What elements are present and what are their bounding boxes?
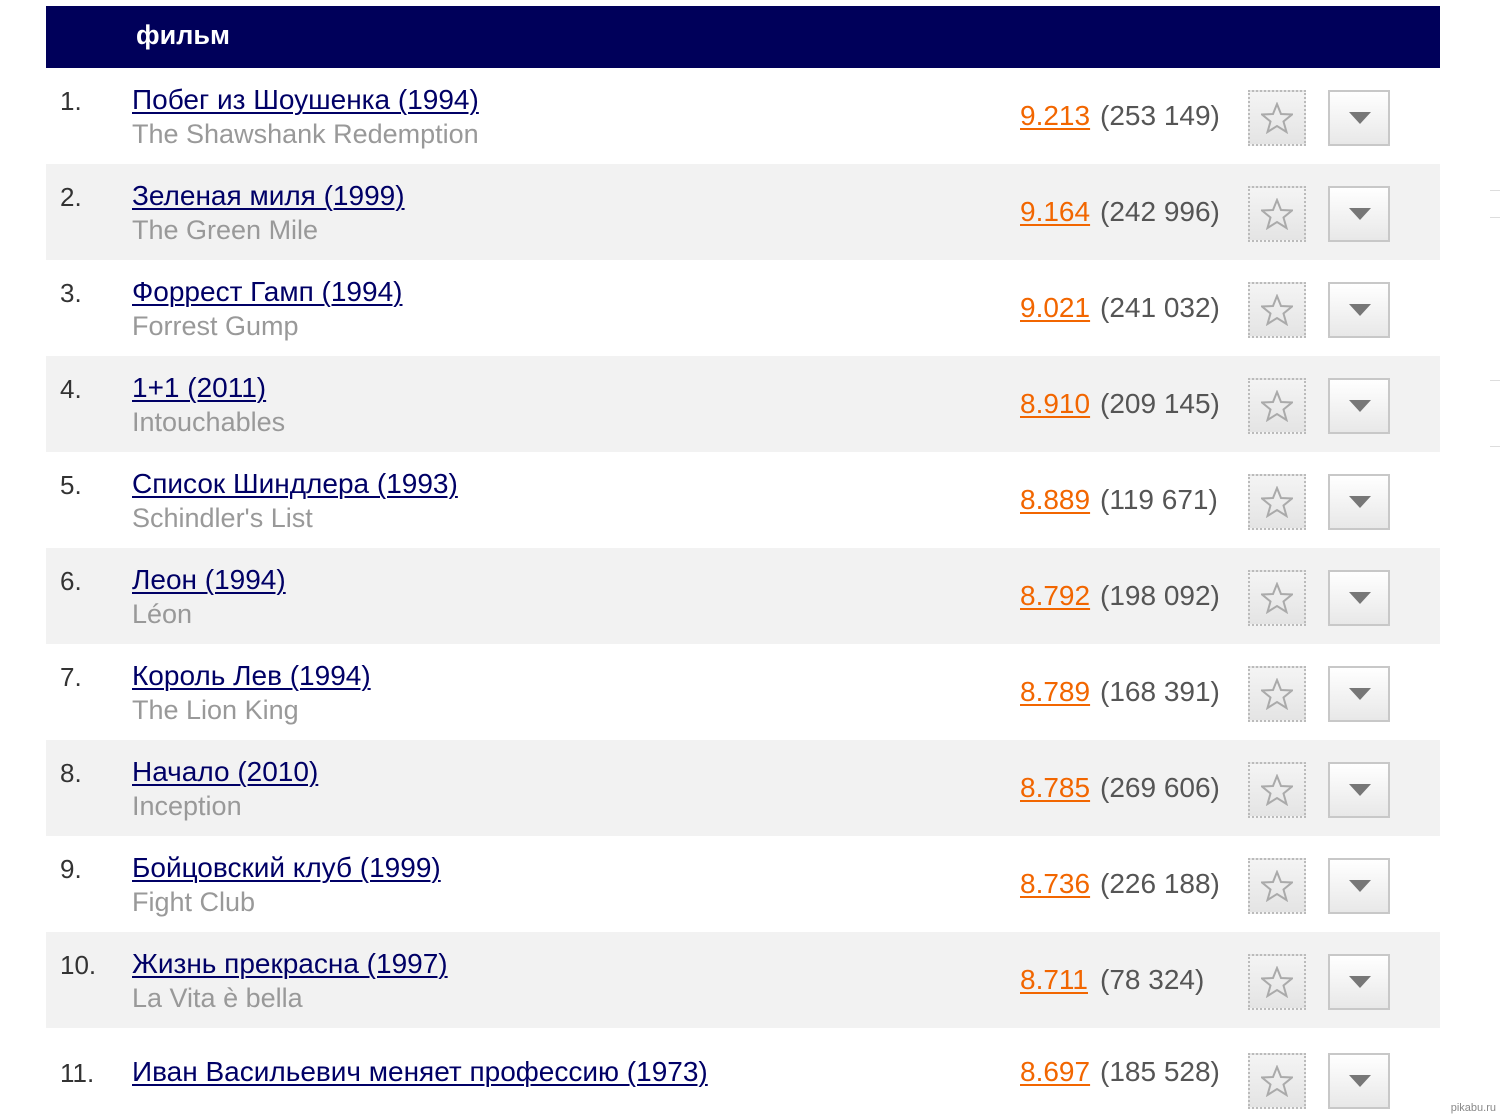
rating-link[interactable]: 8.789 — [1020, 676, 1091, 707]
options-dropdown-button[interactable] — [1328, 570, 1390, 626]
vote-count: (226 188) — [1100, 868, 1220, 899]
table-row: 1. Побег из Шоушенка (1994) The Shawshank … — [46, 68, 1440, 164]
favorite-button[interactable] — [1248, 90, 1306, 146]
original-title: La Vita è bella — [132, 983, 303, 1013]
table-row: 4. 1+1 (2011) Intouchables 8.910 (209 145) — [46, 356, 1440, 452]
movie-title-link[interactable]: Жизнь прекрасна (1997) — [132, 948, 448, 979]
watermark: pikabu.ru — [1450, 1102, 1496, 1114]
movie-title-link[interactable]: Побег из Шоушенка (1994) — [132, 84, 479, 115]
table-row: 3. Форрест Гамп (1994) Forrest Gump 9.021 (2… — [46, 260, 1440, 356]
table-row: 10. Жизнь прекрасна (1997) La Vita è bella… — [46, 932, 1440, 1028]
rating-link[interactable]: 9.021 — [1020, 292, 1091, 323]
options-dropdown-button[interactable] — [1328, 474, 1390, 530]
table-row: 5. Список Шиндлера (1993) Schindler's List… — [46, 452, 1440, 548]
favorite-button[interactable] — [1248, 570, 1306, 626]
favorite-button[interactable] — [1248, 762, 1306, 818]
movie-list: 1. Побег из Шоушенка (1994) The Shawshank … — [46, 68, 1440, 1118]
movie-title-link[interactable]: Форрест Гамп (1994) — [132, 276, 403, 307]
movie-title-link[interactable]: Бойцовский клуб (1999) — [132, 852, 441, 883]
original-title: Intouchables — [132, 407, 286, 437]
vote-count: (269 606) — [1100, 772, 1220, 803]
rating-link[interactable]: 8.910 — [1020, 388, 1091, 419]
options-dropdown-button[interactable] — [1328, 858, 1390, 914]
movie-title-link[interactable]: 1+1 (2011) — [132, 372, 267, 403]
favorite-button[interactable] — [1248, 666, 1306, 722]
page-edge-line — [1490, 217, 1500, 218]
options-dropdown-button[interactable] — [1328, 282, 1390, 338]
rating-link[interactable]: 8.785 — [1020, 772, 1091, 803]
favorite-button[interactable] — [1248, 954, 1306, 1010]
table-header: фильм — [46, 6, 1440, 68]
original-title: The Lion King — [132, 695, 299, 725]
favorite-button[interactable] — [1248, 474, 1306, 530]
favorite-button[interactable] — [1248, 1053, 1306, 1109]
rating-link[interactable]: 9.213 — [1020, 100, 1091, 131]
rating-link[interactable]: 8.792 — [1020, 580, 1091, 611]
options-dropdown-button[interactable] — [1328, 90, 1390, 146]
rank-number: 10. — [60, 950, 97, 980]
original-title: Fight Club — [132, 887, 256, 917]
vote-count: (119 671) — [1100, 484, 1218, 515]
table-row: 8. Начало (2010) Inception 8.785 (269 606) — [46, 740, 1440, 836]
movie-title-link[interactable]: Леон (1994) — [132, 564, 286, 595]
rank-number: 9. — [60, 854, 82, 884]
table-row: 9. Бойцовский клуб (1999) Fight Club 8.736 (… — [46, 836, 1440, 932]
table-row: 11. Иван Васильевич меняет профессию (197… — [46, 1028, 1440, 1118]
favorite-button[interactable] — [1248, 378, 1306, 434]
rank-number: 11. — [60, 1058, 95, 1088]
vote-count: (241 032) — [1100, 292, 1220, 323]
rank-number: 5. — [60, 470, 82, 500]
options-dropdown-button[interactable] — [1328, 762, 1390, 818]
rating-link[interactable]: 8.697 — [1020, 1056, 1091, 1087]
movie-title-link[interactable]: Список Шиндлера (1993) — [132, 468, 458, 499]
options-dropdown-button[interactable] — [1328, 378, 1390, 434]
movie-title-link[interactable]: Зеленая миля (1999) — [132, 180, 405, 211]
rating-link[interactable]: 8.889 — [1020, 484, 1091, 515]
rank-number: 7. — [60, 662, 82, 692]
original-title: Inception — [132, 791, 242, 821]
vote-count: (185 528) — [1100, 1056, 1220, 1087]
table-row: 6. Леон (1994) Léon 8.792 (198 092) — [46, 548, 1440, 644]
rank-number: 1. — [60, 86, 82, 116]
movie-title-link[interactable]: Начало (2010) — [132, 756, 319, 787]
rating-link[interactable]: 8.711 — [1020, 964, 1088, 995]
page-edge-line — [1490, 380, 1500, 381]
vote-count: (253 149) — [1100, 100, 1220, 131]
options-dropdown-button[interactable] — [1328, 186, 1390, 242]
rating-link[interactable]: 9.164 — [1020, 196, 1091, 227]
column-header-film: фильм — [136, 20, 230, 50]
table-row: 2. Зеленая миля (1999) The Green Mile 9.164… — [46, 164, 1440, 260]
movie-title-link[interactable]: Иван Васильевич меняет профессию (1973) — [132, 1056, 708, 1087]
original-title: Schindler's List — [132, 503, 313, 533]
rank-number: 4. — [60, 374, 82, 404]
original-title: The Green Mile — [132, 215, 319, 245]
options-dropdown-button[interactable] — [1328, 1053, 1390, 1109]
favorite-button[interactable] — [1248, 282, 1306, 338]
vote-count: (209 145) — [1100, 388, 1220, 419]
vote-count: (198 092) — [1100, 580, 1220, 611]
original-title: The Shawshank Redemption — [132, 119, 479, 149]
vote-count: (78 324) — [1100, 964, 1205, 995]
table-row: 7. Король Лев (1994) The Lion King 8.789 (16… — [46, 644, 1440, 740]
favorite-button[interactable] — [1248, 186, 1306, 242]
favorite-button[interactable] — [1248, 858, 1306, 914]
vote-count: (242 996) — [1100, 196, 1220, 227]
page-edge-line — [1490, 446, 1500, 447]
page-edge-line — [1490, 190, 1500, 191]
rank-number: 8. — [60, 758, 82, 788]
rank-number: 3. — [60, 278, 82, 308]
movie-title-link[interactable]: Король Лев (1994) — [132, 660, 371, 691]
options-dropdown-button[interactable] — [1328, 666, 1390, 722]
vote-count: (168 391) — [1100, 676, 1220, 707]
top-movies-table: фильм 1. Побег из Шоушенка (1994) The Shaw… — [46, 6, 1440, 1118]
rank-number: 6. — [60, 566, 82, 596]
options-dropdown-button[interactable] — [1328, 954, 1390, 1010]
original-title: Forrest Gump — [132, 311, 299, 341]
rank-number: 2. — [60, 182, 82, 212]
rating-link[interactable]: 8.736 — [1020, 868, 1091, 899]
original-title: Léon — [132, 599, 193, 629]
